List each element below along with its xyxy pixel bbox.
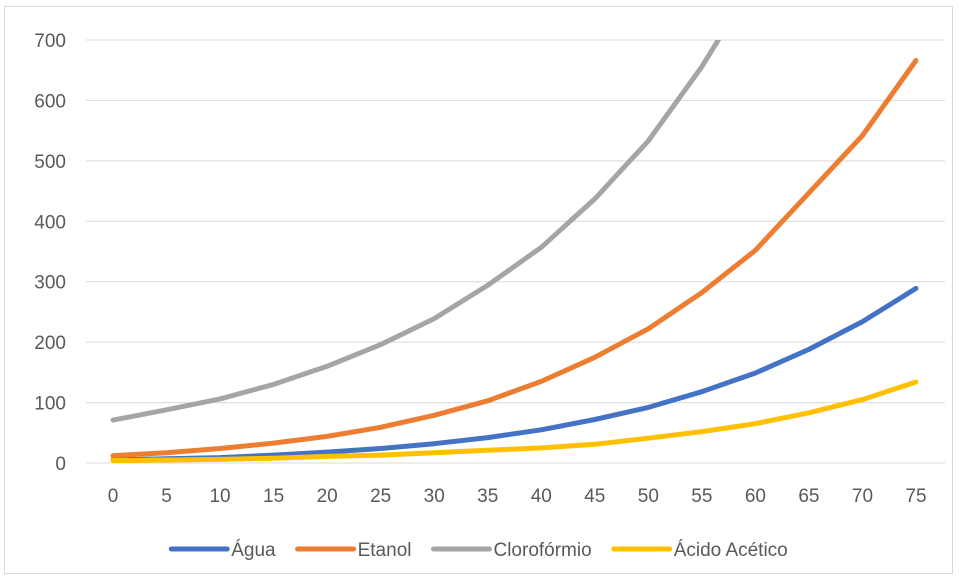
- x-tick-label: 30: [424, 486, 445, 507]
- series-line-0: [110, 285, 919, 463]
- legend-label-3: Ácido Acético: [674, 540, 788, 561]
- series-line-3: [110, 379, 919, 464]
- y-tick-label: 400: [34, 212, 66, 233]
- y-axis-tick-labels: 0 100 200 300 400 500 600 700: [34, 31, 66, 475]
- legend-label-0: Água: [231, 540, 276, 561]
- series-line-1: [110, 58, 919, 459]
- y-tick-label: 500: [34, 152, 66, 173]
- x-tick-label: 5: [161, 486, 172, 507]
- series-line-2: [110, 40, 722, 423]
- y-tick-label: 300: [34, 273, 66, 294]
- x-tick-label: 40: [531, 486, 552, 507]
- x-tick-label: 45: [584, 486, 605, 507]
- x-tick-label: 20: [317, 486, 338, 507]
- x-tick-label: 55: [691, 486, 712, 507]
- x-tick-label: 10: [209, 486, 230, 507]
- y-tick-label: 0: [55, 454, 66, 475]
- y-tick-label: 200: [34, 333, 66, 354]
- x-tick-label: 65: [798, 486, 819, 507]
- gridlines: [86, 39, 945, 464]
- y-tick-label: 600: [34, 91, 66, 112]
- x-tick-label: 75: [905, 486, 926, 507]
- legend: Água Etanol Clorofórmio Ácido Acético: [168, 540, 788, 561]
- x-axis-tick-labels: 0 5 10 15 20 25 30 35 40 45 50 55 60 65 70 75: [108, 486, 927, 507]
- series-lines: [110, 40, 919, 464]
- x-tick-label: 15: [263, 486, 284, 507]
- y-tick-label: 700: [34, 31, 66, 52]
- legend-label-1: Etanol: [358, 540, 412, 561]
- legend-label-2: Clorofórmio: [493, 540, 591, 561]
- x-tick-label: 60: [745, 486, 766, 507]
- x-tick-label: 50: [638, 486, 659, 507]
- y-tick-label: 100: [34, 394, 66, 415]
- x-tick-label: 35: [477, 486, 498, 507]
- x-tick-label: 25: [370, 486, 391, 507]
- x-tick-label: 0: [108, 486, 119, 507]
- x-tick-label: 70: [852, 486, 873, 507]
